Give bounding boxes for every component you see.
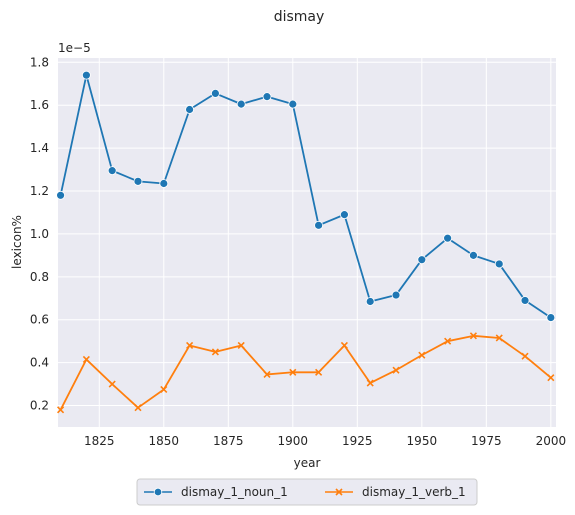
y-tick-label: 0.6 bbox=[30, 313, 49, 327]
y-tick-label: 1.2 bbox=[30, 184, 49, 198]
x-tick-label: 1900 bbox=[278, 434, 309, 448]
series-layer bbox=[56, 70, 556, 414]
x-tick-label: 2000 bbox=[536, 434, 567, 448]
data-point-dismay_1_noun_1 bbox=[520, 296, 530, 305]
data-point-dismay_1_noun_1 bbox=[494, 259, 504, 269]
data-point-dismay_1_verb_1 bbox=[108, 380, 116, 388]
x-tick-label: 1925 bbox=[342, 434, 373, 448]
legend: dismay_1_noun_1 dismay_1_verb_1 bbox=[136, 478, 478, 506]
data-point-dismay_1_noun_1 bbox=[81, 70, 91, 80]
data-point-dismay_1_verb_1 bbox=[547, 374, 555, 382]
tick-labels: 1825 1850 1875 1900 1925 1950 1975 2000 0.2 0.4 0.… bbox=[30, 55, 566, 448]
y-offset-label: 1e−5 bbox=[58, 41, 91, 55]
data-point-dismay_1_noun_1 bbox=[107, 166, 117, 176]
data-point-dismay_1_verb_1 bbox=[237, 341, 245, 350]
y-tick-label: 0.8 bbox=[30, 270, 49, 284]
data-point-dismay_1_verb_1 bbox=[57, 406, 65, 414]
data-point-dismay_1_noun_1 bbox=[288, 99, 298, 109]
data-point-dismay_1_verb_1 bbox=[186, 341, 194, 350]
data-point-dismay_1_noun_1 bbox=[262, 92, 272, 102]
data-point-dismay_1_noun_1 bbox=[443, 233, 453, 243]
x-tick-label: 1950 bbox=[407, 434, 438, 448]
y-tick-label: 0.2 bbox=[30, 399, 49, 413]
data-point-dismay_1_noun_1 bbox=[340, 210, 349, 220]
y-tick-label: 1.0 bbox=[30, 227, 49, 241]
y-axis-label: lexicon% bbox=[10, 215, 24, 269]
y-tick-label: 1.4 bbox=[30, 141, 49, 155]
data-point-dismay_1_verb_1 bbox=[418, 351, 426, 359]
data-point-dismay_1_verb_1 bbox=[469, 332, 477, 340]
chart-title: dismay bbox=[274, 9, 325, 25]
data-point-dismay_1_noun_1 bbox=[210, 88, 220, 98]
data-point-dismay_1_verb_1 bbox=[160, 385, 168, 394]
legend-verb-marker bbox=[335, 488, 343, 496]
data-point-dismay_1_verb_1 bbox=[263, 370, 271, 379]
plot-area bbox=[58, 58, 556, 427]
series-line-dismay_1_verb_1 bbox=[59, 334, 552, 411]
y-tick-label: 1.8 bbox=[30, 55, 49, 69]
data-point-dismay_1_noun_1 bbox=[185, 105, 194, 114]
data-point-dismay_1_noun_1 bbox=[469, 250, 478, 260]
data-point-dismay_1_verb_1 bbox=[340, 341, 348, 350]
data-point-dismay_1_verb_1 bbox=[211, 348, 219, 356]
y-tick-label: 1.6 bbox=[30, 98, 49, 112]
legend-verb-label: dismay_1_verb_1 bbox=[362, 485, 466, 499]
data-point-dismay_1_verb_1 bbox=[444, 337, 452, 345]
data-point-dismay_1_verb_1 bbox=[315, 368, 323, 376]
data-point-dismay_1_verb_1 bbox=[495, 334, 503, 342]
data-point-dismay_1_verb_1 bbox=[392, 366, 400, 374]
legend-box bbox=[136, 478, 478, 506]
data-point-dismay_1_verb_1 bbox=[289, 368, 297, 376]
data-point-dismay_1_noun_1 bbox=[417, 255, 427, 265]
x-tick-label: 1825 bbox=[84, 434, 115, 448]
data-point-dismay_1_verb_1 bbox=[521, 352, 529, 360]
data-point-dismay_1_noun_1 bbox=[56, 190, 65, 200]
legend-noun-label: dismay_1_noun_1 bbox=[181, 485, 288, 499]
x-axis-label: year bbox=[294, 456, 321, 470]
data-point-dismay_1_noun_1 bbox=[546, 313, 556, 322]
data-point-dismay_1_noun_1 bbox=[133, 176, 143, 186]
data-point-dismay_1_verb_1 bbox=[366, 379, 374, 387]
data-point-dismay_1_verb_1 bbox=[82, 355, 90, 363]
data-point-dismay_1_noun_1 bbox=[314, 220, 324, 230]
y-tick-label: 0.4 bbox=[30, 356, 49, 370]
data-point-dismay_1_noun_1 bbox=[159, 179, 169, 188]
data-point-dismay_1_verb_1 bbox=[134, 404, 142, 412]
legend-noun-marker bbox=[153, 487, 163, 497]
x-tick-label: 1850 bbox=[149, 434, 180, 448]
x-tick-label: 1975 bbox=[471, 434, 502, 448]
data-point-dismay_1_noun_1 bbox=[365, 297, 375, 306]
data-point-dismay_1_noun_1 bbox=[391, 290, 401, 300]
data-point-dismay_1_noun_1 bbox=[236, 99, 246, 109]
x-tick-label: 1875 bbox=[213, 434, 244, 448]
